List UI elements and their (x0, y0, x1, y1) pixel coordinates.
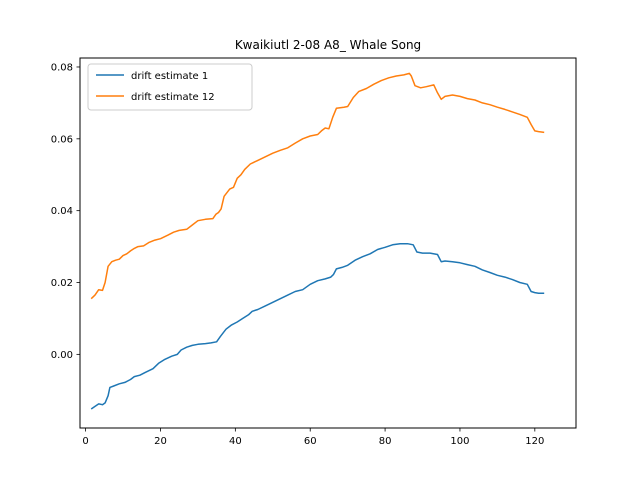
x-tick-label: 20 (154, 436, 167, 447)
series-line-2 (90, 72, 545, 300)
x-tick-label: 40 (229, 436, 242, 447)
legend-label-2: drift estimate 12 (131, 92, 215, 103)
series-layer (90, 72, 545, 410)
y-tick-label: 0.04 (51, 206, 73, 217)
x-tick-label: 0 (82, 436, 88, 447)
x-tick-label: 60 (304, 436, 317, 447)
legend: drift estimate 1 drift estimate 12 (87, 63, 253, 111)
x-tick-label: 100 (450, 436, 469, 447)
legend-box (87, 63, 253, 111)
y-tick-label: 0.02 (51, 278, 73, 289)
series-line-1 (90, 242, 545, 410)
y-tick-label: 0.08 (51, 62, 73, 73)
legend-label-1: drift estimate 1 (131, 71, 208, 82)
plot-area (80, 58, 576, 428)
y-tick-label: 0.06 (51, 134, 73, 145)
plot-frame (79, 57, 577, 429)
chart-title: Kwaikiutl 2-08 A8_ Whale Song (235, 38, 421, 52)
y-tick-label: 0.00 (51, 350, 73, 361)
ticks-layer: 0 20 40 60 80 100 120 0.00 0.02 0.04 0.06 0.08 (51, 62, 545, 447)
x-tick-label: 80 (379, 436, 392, 447)
x-tick-label: 120 (525, 436, 544, 447)
